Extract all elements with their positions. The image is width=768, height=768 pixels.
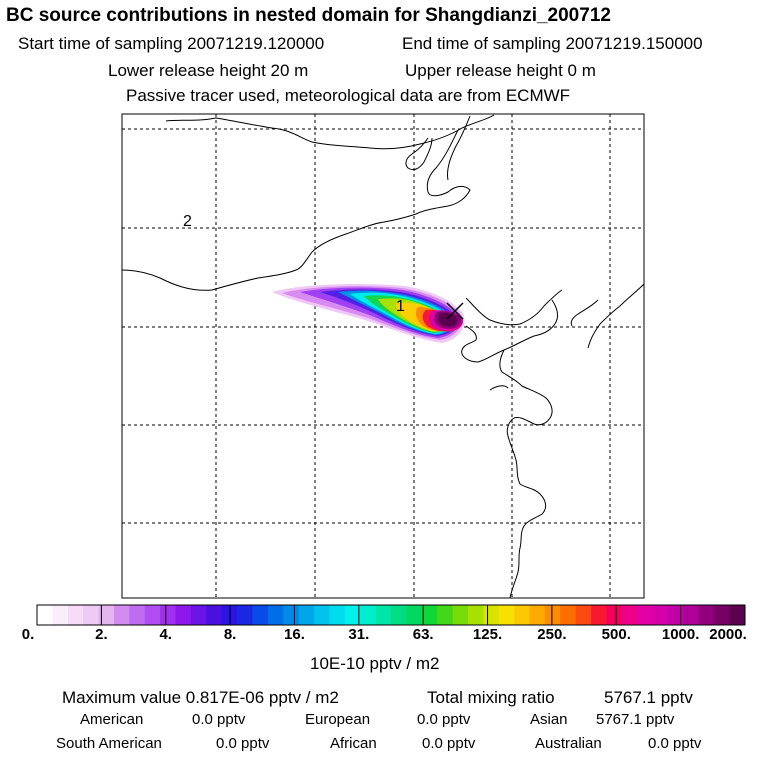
colorbar-swatch (591, 605, 607, 625)
region-name: Asian (530, 711, 568, 728)
colorbar-swatch (498, 605, 515, 625)
region-value: 0.0 pptv (192, 711, 246, 728)
total-mixing-ratio-value: 5767.1 pptv (604, 688, 693, 707)
upper-release-height-label: Upper release height 0 m (405, 61, 596, 80)
total-mixing-ratio-label: Total mixing ratio (427, 688, 555, 707)
colorbar-tick-label: 63. (412, 626, 434, 643)
region-value: 0.0 pptv (417, 711, 471, 728)
colorbar-swatch (190, 605, 207, 625)
colorbar-swatch (67, 605, 84, 625)
colorbar-tick-label: 500. (601, 626, 631, 643)
colorbar-swatch (437, 605, 454, 625)
colorbar-swatch (544, 605, 561, 625)
colorbar-swatch (175, 605, 192, 625)
region-value: 0.0 pptv (648, 735, 702, 752)
colorbar-swatch (237, 605, 253, 625)
colorbar-swatch (144, 605, 161, 625)
map-frame (122, 114, 644, 598)
colorbar-swatch (560, 605, 577, 625)
colorbar-swatch (714, 605, 731, 625)
colorbar-tick-label: 4. (159, 626, 172, 643)
region-name: South American (56, 735, 162, 752)
colorbar-tick-label: 16. (284, 626, 305, 643)
colorbar-swatch (483, 605, 500, 625)
colorbar-swatch (206, 605, 223, 625)
region-name: American (80, 711, 144, 728)
lower-release-height-label: Lower release height 20 m (108, 61, 309, 80)
colorbar-swatch (360, 605, 377, 625)
colorbar-swatch (668, 605, 684, 625)
colorbar-swatch (344, 605, 361, 625)
colorbar-swatch (698, 605, 715, 625)
colorbar-tick-label: 125. (472, 626, 503, 643)
colorbar (36, 604, 746, 626)
colorbar-swatch (329, 605, 346, 625)
colorbar-swatch (37, 605, 53, 625)
region-name: Australian (535, 735, 602, 752)
colorbar-swatch (298, 605, 315, 625)
coastlines (122, 114, 644, 598)
colorbar-swatch (652, 605, 669, 625)
map-border (121, 113, 645, 599)
colorbar-border (36, 604, 746, 626)
graticule (122, 114, 644, 598)
colorbar-swatch (406, 605, 423, 625)
colorbar-swatch (421, 605, 438, 625)
colorbar-swatch (83, 605, 100, 625)
region-value: 5767.1 pptv (596, 711, 675, 728)
colorbar-swatch (129, 605, 146, 625)
colorbar-swatch (252, 605, 269, 625)
colorbar-swatch (391, 605, 407, 625)
plume (272, 284, 465, 343)
colorbar-unit: 10E-10 pptv / m2 (310, 654, 440, 673)
colorbar-swatch (52, 605, 69, 625)
region-name: African (330, 735, 377, 752)
colorbar-swatch (729, 605, 746, 625)
colorbar-tick-label: 8. (223, 626, 237, 643)
region-value: 0.0 pptv (422, 735, 476, 752)
maximum-value-label: Maximum value 0.817E-06 pptv / m2 (62, 688, 339, 707)
tracer-info-label: Passive tracer used, meteorological data… (126, 86, 571, 105)
colorbar-swatch (160, 605, 177, 625)
colorbar-tick-label: 31. (348, 626, 370, 643)
colorbar-swatch (637, 605, 654, 625)
colorbar-swatch (683, 605, 700, 625)
region-value: 0.0 pptv (216, 735, 270, 752)
colorbar-swatch (606, 605, 623, 625)
colorbar-swatch (375, 605, 392, 625)
colorbar-swatch (452, 605, 469, 625)
colorbar-swatch (621, 605, 638, 625)
cluster-label-2: 2 (183, 213, 192, 230)
map-title: BC source contributions in nested domain… (6, 5, 611, 26)
colorbar-swatch (283, 605, 300, 625)
cluster-label-1: 1 (396, 298, 405, 315)
colorbar-tick-label: 250. (537, 626, 567, 643)
colorbar-tick-label: 0. (21, 626, 35, 643)
colorbar-swatch (267, 605, 284, 625)
colorbar-swatch (467, 605, 484, 625)
receptor-marker (446, 302, 464, 320)
sampling-end-label: End time of sampling 20071219.150000 (402, 34, 703, 53)
colorbar-tick-label: 2. (95, 626, 108, 643)
colorbar-tick-label: 2000. (709, 626, 747, 643)
colorbar-swatch (98, 605, 115, 625)
colorbar-swatch (113, 605, 130, 625)
colorbar-swatch (575, 605, 592, 625)
colorbar-tick-label: 1000. (661, 626, 700, 643)
colorbar-swatch (529, 605, 546, 625)
colorbar-swatch (314, 605, 330, 625)
region-name: European (305, 711, 371, 728)
sampling-start-label: Start time of sampling 20071219.120000 (18, 34, 325, 53)
colorbar-swatch (514, 605, 531, 625)
